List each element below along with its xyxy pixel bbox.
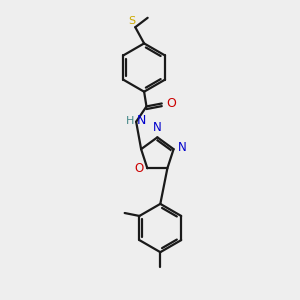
Text: H: H: [125, 116, 134, 126]
Text: N: N: [153, 121, 162, 134]
Text: S: S: [128, 16, 135, 26]
Text: N: N: [178, 142, 187, 154]
Text: N: N: [137, 114, 146, 127]
Text: O: O: [166, 97, 176, 110]
Text: O: O: [134, 162, 143, 175]
